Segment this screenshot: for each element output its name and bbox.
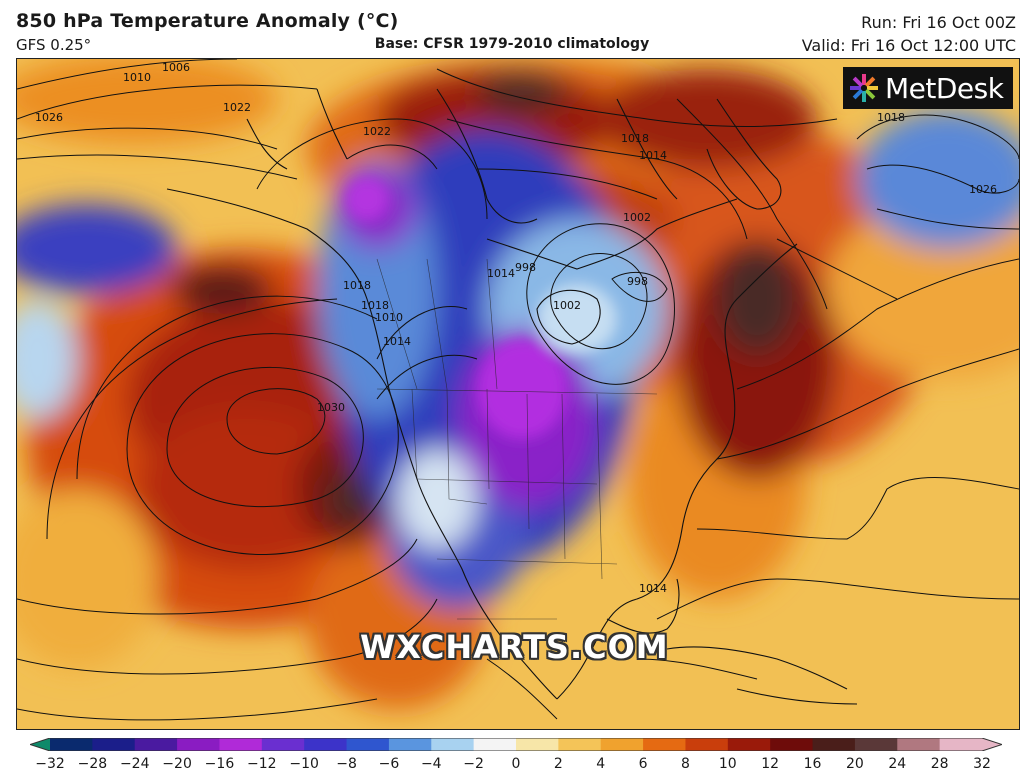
color-scale-arrow-left <box>30 738 50 751</box>
isobar-label: 1026 <box>969 183 997 196</box>
isobar-labels: 1006 1010 1026 1022 1018 1014 1018 1022 … <box>35 61 997 595</box>
isobar-label: 1002 <box>553 299 581 312</box>
color-scale-tick-label: −12 <box>247 756 277 772</box>
color-scale-tick-label: −6 <box>378 756 400 772</box>
isobar-label: 1014 <box>383 335 411 348</box>
isobar-label: 1022 <box>223 101 251 114</box>
valid-time-label: Valid: Fri 16 Oct 12:00 UTC <box>801 36 1016 55</box>
color-scale-arrow-right <box>982 738 1002 751</box>
color-scale-cell <box>812 738 856 751</box>
metdesk-logo-icon <box>849 73 879 103</box>
color-scale-cell <box>346 738 390 751</box>
isobar-label: 1014 <box>487 267 515 280</box>
chart-title: 850 hPa Temperature Anomaly (°C) <box>16 10 399 32</box>
color-scale-tick-label: −8 <box>336 756 357 772</box>
color-scale-cell <box>50 738 93 751</box>
color-scale-cell <box>134 738 178 751</box>
isobar-label: 998 <box>627 275 648 288</box>
color-scale-cell <box>939 738 983 751</box>
color-scale-cell <box>897 738 941 751</box>
color-scale-cell <box>600 738 644 751</box>
isobar-label: 1002 <box>623 211 651 224</box>
run-time-label: Run: Fri 16 Oct 00Z <box>861 13 1016 32</box>
model-label: GFS 0.25° <box>16 36 92 54</box>
isobar-label: 1018 <box>343 279 371 292</box>
color-scale-tick-label: −4 <box>420 756 442 772</box>
color-scale-tick-label: 6 <box>638 756 648 772</box>
color-scale-tick-label: 8 <box>680 756 690 772</box>
color-scale-tick-label: −32 <box>35 756 65 772</box>
wxcharts-watermark: WXCHARTS.COM <box>360 628 669 666</box>
isobar-label: 1018 <box>621 132 649 145</box>
metdesk-logo-text: MetDesk <box>885 71 1004 105</box>
color-scale-cell <box>92 738 136 751</box>
color-scale-tick-label: 10 <box>718 756 737 772</box>
color-scale-tick-label: −28 <box>77 756 108 772</box>
isobar-label: 1026 <box>35 111 63 124</box>
color-scale-cell <box>304 738 348 751</box>
temperature-field <box>17 59 1019 709</box>
map-canvas: 1006 1010 1026 1022 1018 1014 1018 1022 … <box>17 59 1019 729</box>
isobar-label: 1014 <box>639 582 667 595</box>
color-scale-cell <box>727 738 771 751</box>
isobar-label: 1006 <box>162 61 190 74</box>
color-scale-cell <box>388 738 432 751</box>
color-scale-tick-label: 12 <box>761 756 780 772</box>
isobar-label: 1010 <box>375 311 403 324</box>
color-scale-tick-label: 0 <box>511 756 521 772</box>
color-scale-cell <box>261 738 305 751</box>
color-scale-tick-label: 20 <box>845 756 864 772</box>
metdesk-logo: MetDesk <box>843 67 1013 109</box>
color-scale-ticks: −32 −28 −24 −20 −16 −12 −10 −8 −6 −4 −2 0 2 4 6 8 10 12 16… <box>0 756 1024 776</box>
coastlines <box>166 88 858 705</box>
color-scale-tick-label: −16 <box>204 756 235 772</box>
color-scale-tick-label: −10 <box>289 756 319 772</box>
isobar-label: 1022 <box>363 125 391 138</box>
color-scale-cell <box>177 738 221 751</box>
isobar-label: 998 <box>515 261 536 274</box>
color-scale-tick-label: 2 <box>553 756 563 772</box>
color-scale-tick-label: 28 <box>930 756 949 772</box>
anomaly-map[interactable]: 1006 1010 1026 1022 1018 1014 1018 1022 … <box>16 58 1020 730</box>
isobar-label: 1010 <box>123 71 151 84</box>
color-scale-tick-label: 32 <box>973 756 991 772</box>
color-scale-tick-label: 24 <box>888 756 907 772</box>
color-scale-cell <box>558 738 602 751</box>
color-scale-tick-label: −24 <box>119 756 150 772</box>
color-scale-bar <box>30 738 1002 751</box>
isobar-label: 1018 <box>877 111 905 124</box>
isobars <box>17 59 1019 721</box>
color-scale-tick-label: 4 <box>596 756 606 772</box>
color-scale-cell <box>431 738 475 751</box>
color-scale-cell <box>854 738 898 751</box>
isobar-label: 1018 <box>361 299 389 312</box>
isobar-label: 1014 <box>639 149 667 162</box>
color-scale-cell <box>770 738 814 751</box>
color-scale-cell <box>219 738 263 751</box>
color-scale-cell <box>685 738 729 751</box>
climatology-base-label: Base: CFSR 1979-2010 climatology <box>374 36 650 52</box>
color-scale-tick-label: 16 <box>803 756 822 772</box>
color-scale-tick-label: −2 <box>463 756 484 772</box>
isobar-label: 1030 <box>317 401 345 414</box>
color-scale-tick-label: −20 <box>162 756 192 772</box>
color-scale-cell <box>516 738 559 751</box>
color-scale-cell <box>473 738 517 751</box>
color-scale-cell <box>643 738 687 751</box>
